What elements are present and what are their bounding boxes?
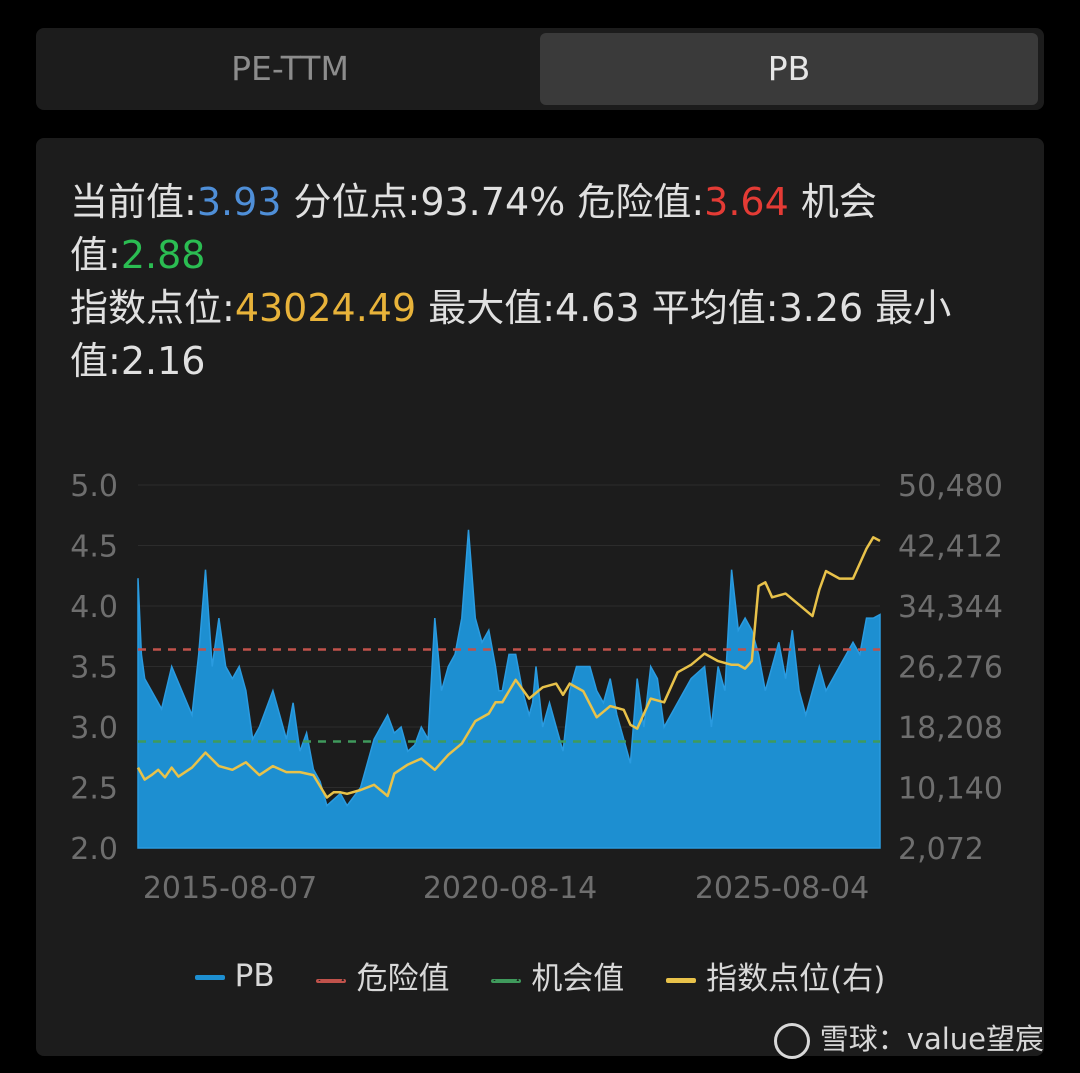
opportunity-value: 2.88	[120, 233, 206, 277]
y-left-tick-label: 2.0	[70, 832, 118, 867]
legend-item-opportunity[interactable]: 机会值	[491, 953, 624, 998]
y-left-tick-label: 5.0	[70, 469, 118, 504]
y-right-tick-label: 10,140	[898, 772, 1003, 807]
percentile-label: 分位点:	[293, 180, 421, 224]
legend-swatch-opportunity	[491, 978, 522, 983]
y-left-tick-label: 3.5	[70, 651, 118, 686]
y-right-tick-label: 2,072	[898, 832, 984, 867]
legend-label-opportunity: 机会值	[531, 961, 625, 997]
y-right-tick-label: 50,480	[898, 469, 1003, 504]
y-left-tick-label: 4.0	[70, 590, 118, 625]
legend-swatch-danger	[316, 978, 347, 983]
y-left-tick-label: 4.5	[70, 530, 118, 565]
danger-value: 3.64	[704, 180, 789, 224]
current-label: 当前值:	[70, 180, 197, 224]
y-left-tick-label: 2.5	[70, 772, 118, 807]
x-tick-label: 2020-08-14	[423, 871, 597, 906]
legend-swatch-pb	[194, 974, 225, 980]
avg-value: 3.26	[778, 286, 864, 330]
max-label: 最大值:	[428, 286, 556, 330]
tab-pb[interactable]: PB	[540, 33, 1038, 105]
y-right-tick-label: 18,208	[898, 711, 1003, 746]
snowball-logo-icon	[773, 1023, 810, 1059]
y-right-tick-label: 34,344	[898, 590, 1003, 625]
y-left-tick-label: 3.0	[70, 711, 118, 746]
max-value: 4.63	[555, 286, 640, 330]
y-right-tick-label: 26,276	[898, 651, 1003, 686]
chart-legend: PB 危险值 机会值 指数点位(右)	[0, 953, 1080, 998]
min-value: 2.16	[120, 339, 206, 383]
watermark: 雪球：value望宸	[773, 1016, 1044, 1059]
x-tick-label: 2025-08-04	[695, 871, 869, 906]
avg-label: 平均值:	[651, 286, 779, 330]
index-line-series	[136, 536, 881, 799]
index-label: 指数点位:	[70, 286, 235, 330]
tab-pe-ttm[interactable]: PE-TTM	[231, 49, 349, 88]
legend-label-index: 指数点位(右)	[706, 961, 886, 997]
min-label: 最小值:	[70, 286, 952, 383]
percentile-value: 93.74%	[420, 180, 566, 224]
index-value: 43024.49	[234, 286, 417, 330]
current-value: 3.93	[196, 180, 282, 224]
stats-summary: 当前值:3.93 分位点:93.74% 危险值:3.64 机会值:2.88 指数…	[70, 176, 1000, 388]
watermark-text: 雪球：value望宸	[819, 1022, 1044, 1056]
x-tick-label: 2015-08-07	[143, 871, 317, 906]
danger-label: 危险值:	[577, 180, 705, 224]
tab-bar: PE-TTM PB	[36, 28, 1044, 110]
legend-swatch-index	[666, 978, 697, 983]
legend-item-pb[interactable]: PB	[194, 957, 275, 994]
opportunity-label: 机会值:	[70, 180, 877, 277]
y-right-tick-label: 42,412	[898, 530, 1003, 565]
legend-label-pb: PB	[234, 957, 275, 994]
legend-item-danger[interactable]: 危险值	[316, 953, 449, 998]
legend-label-danger: 危险值	[356, 961, 450, 997]
legend-item-index[interactable]: 指数点位(右)	[666, 953, 885, 998]
